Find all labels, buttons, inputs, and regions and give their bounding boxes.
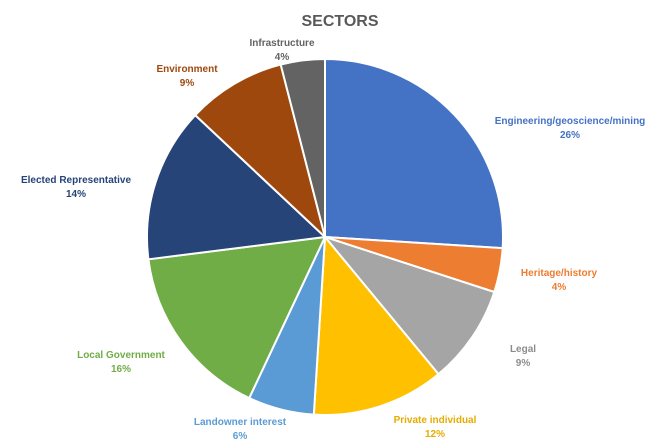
slice-value-label: 26% xyxy=(560,130,580,141)
slice-value-label: 9% xyxy=(180,78,195,89)
slice-label: Infrastructure xyxy=(249,38,314,49)
slice-value-label: 9% xyxy=(516,358,531,369)
pie-slice-engineering-geoscience-mining xyxy=(324,57,505,250)
pie-slice-elected-representative xyxy=(146,113,328,261)
chart-title: SECTORS xyxy=(301,13,378,30)
slice-label: Private individual xyxy=(394,415,477,426)
pie-labels: Engineering/geoscience/mining 26% Heritage… xyxy=(21,38,645,441)
slice-value-label: 6% xyxy=(233,431,248,441)
slice-label: Landowner interest xyxy=(194,417,287,428)
pie-slice-infrastructure xyxy=(279,57,326,238)
slice-label: Heritage/history xyxy=(521,268,598,279)
slice-label: Environment xyxy=(156,64,218,75)
slice-value-label: 12% xyxy=(425,429,445,440)
pie-slices xyxy=(146,57,505,416)
slice-label: Engineering/geoscience/mining xyxy=(495,116,646,127)
slice-value-label: 4% xyxy=(275,52,290,63)
pie-slice-private-individual xyxy=(312,234,440,416)
slice-value-label: 4% xyxy=(552,282,567,293)
pie-slice-legal xyxy=(322,234,496,376)
slice-label: Local Government xyxy=(77,350,165,361)
pie-slice-environment xyxy=(193,63,327,241)
slice-label: Legal xyxy=(510,344,536,355)
slice-value-label: 14% xyxy=(66,189,86,200)
pie-slice-local-government xyxy=(147,235,327,400)
slice-label: Elected Representative xyxy=(21,175,131,186)
slice-value-label: 16% xyxy=(111,364,131,375)
